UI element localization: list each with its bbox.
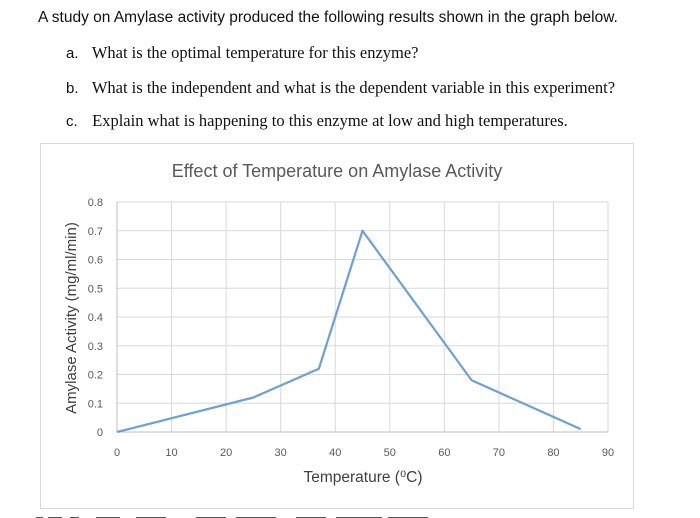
question-c-letter: c. <box>66 113 78 130</box>
question-a-letter: a. <box>66 45 79 62</box>
series-layer <box>116 229 582 434</box>
y-tick-label: 0.5 <box>88 283 103 295</box>
y-tick-label: 0.6 <box>88 255 103 267</box>
chart-title: Effect of Temperature on Amylase Activit… <box>172 161 503 181</box>
y-tick-label: 0.8 <box>88 197 103 209</box>
question-b-letter: b. <box>66 80 79 97</box>
x-tick-labels: 0 10 20 30 40 50 60 70 80 90 <box>114 447 614 459</box>
y-tick-label: 0 <box>97 427 103 439</box>
intro-text: A study on Amylase activity produced the… <box>38 9 618 26</box>
x-axis-label: Temperature (⁰C) <box>303 469 422 486</box>
axes <box>116 202 608 433</box>
y-tick-label: 0.4 <box>88 312 103 324</box>
x-tick-label: 40 <box>329 447 341 459</box>
cut-off-text-fragment <box>36 509 456 518</box>
y-tick-label: 0.2 <box>88 370 103 382</box>
x-tick-label: 50 <box>384 447 396 459</box>
activity-series-line <box>116 229 582 434</box>
grid-lines <box>117 201 609 432</box>
question-b-text: What is the independent and what is the … <box>91 78 616 97</box>
question-b: b. What is the independent and what is t… <box>66 78 615 98</box>
x-tick-label: 60 <box>438 447 450 459</box>
y-tick-label: 0.1 <box>88 398 103 410</box>
x-tick-label: 30 <box>275 447 287 459</box>
y-tick-label: 0.7 <box>88 226 103 238</box>
y-tick-labels: 0 0.1 0.2 0.3 0.4 0.5 0.6 0.7 0.8 <box>88 197 103 439</box>
question-c-text: Explain what is happening to this enzyme… <box>92 111 568 130</box>
x-tick-label: 90 <box>602 447 614 459</box>
x-tick-label: 70 <box>493 447 505 459</box>
chart-frame: 0 0.1 0.2 0.3 0.4 0.5 0.6 0.7 0.8 0 10 20 30 40 50 60 7… <box>40 143 634 509</box>
amylase-line-chart: 0 0.1 0.2 0.3 0.4 0.5 0.6 0.7 0.8 0 10 20 30 40 50 60 7… <box>63 161 614 486</box>
y-tick-label: 0.3 <box>88 341 103 353</box>
x-tick-label: 80 <box>547 447 559 459</box>
x-tick-label: 20 <box>220 447 232 459</box>
question-a-text: What is the optimal temperature for this… <box>91 43 419 62</box>
question-a: a. What is the optimal temperature for t… <box>66 43 419 63</box>
x-tick-label: 10 <box>165 447 177 459</box>
y-axis-label: Amylase Activity (mg/ml/min) <box>63 222 80 414</box>
x-tick-label: 0 <box>114 447 120 459</box>
question-c: c. Explain what is happening to this enz… <box>66 111 568 131</box>
